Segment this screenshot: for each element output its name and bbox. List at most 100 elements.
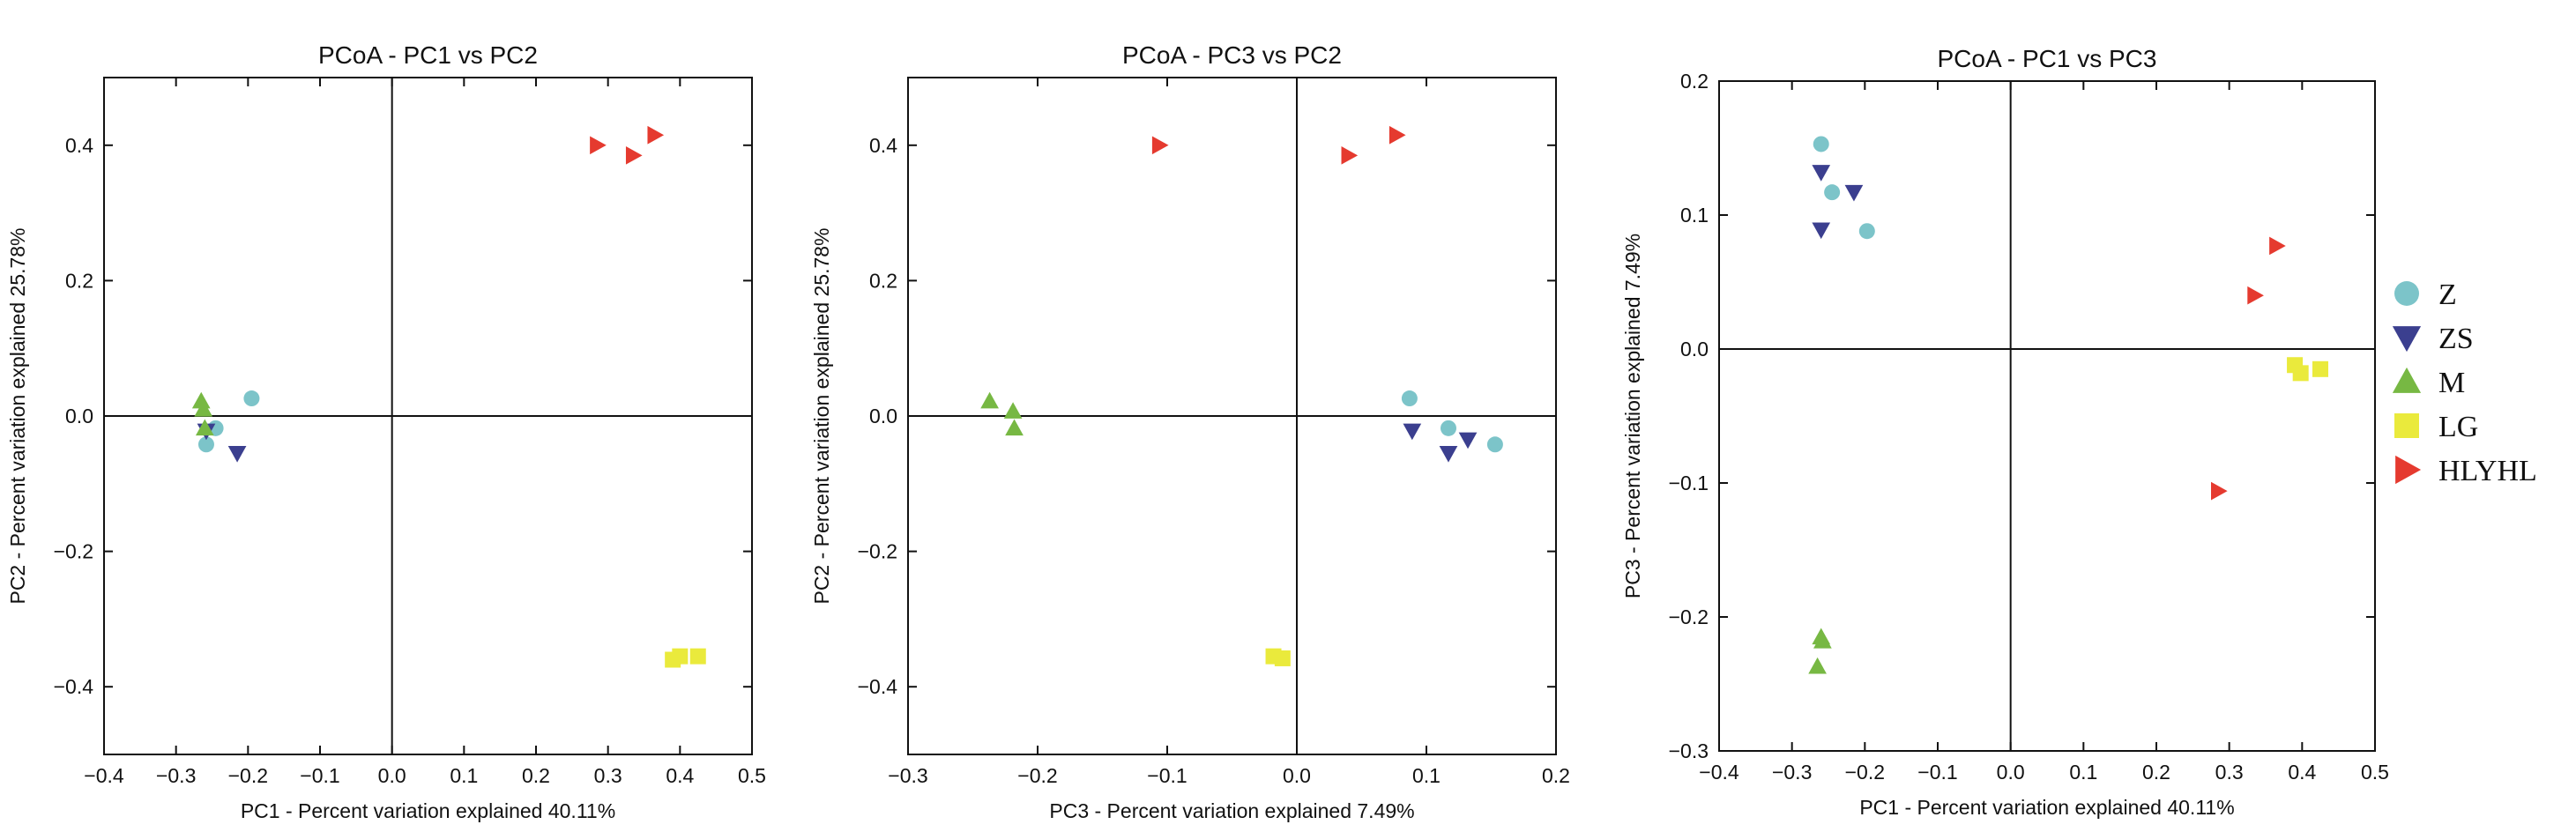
point-hlyhl [590, 136, 607, 155]
x-tick-label: −0.1 [300, 764, 339, 787]
y-tick-label: −0.4 [54, 675, 94, 698]
y-tick-label: 0.4 [65, 134, 93, 157]
point-hlyhl [1151, 136, 1169, 155]
y-axis-label: PC2 - Percent variation explained 25.78% [810, 227, 833, 604]
point-hlyhl [1341, 145, 1359, 165]
y-tick-label: −0.3 [1669, 739, 1709, 762]
point-z [243, 390, 260, 407]
series-m [1808, 628, 1832, 674]
y-tick-label: −0.2 [1669, 605, 1709, 628]
point-zs [1812, 222, 1831, 240]
y-tick-label: 0.4 [869, 134, 897, 157]
x-tick-label: 0.2 [1542, 764, 1570, 787]
point-m [1005, 419, 1024, 436]
point-z [1813, 136, 1829, 152]
x-tick-label: −0.3 [888, 764, 927, 787]
legend-marker-triangle-right [2395, 455, 2422, 485]
y-axis-label: PC3 - Percent variation explained 7.49% [1621, 234, 1644, 598]
point-zs [1812, 165, 1831, 182]
x-tick-label: 0.5 [738, 764, 766, 787]
y-tick-label: 0.1 [1680, 204, 1709, 227]
series-hlyhl [590, 125, 665, 165]
legend-label: LG [2438, 411, 2479, 443]
series-z [1813, 136, 1875, 240]
series-lg [2287, 357, 2328, 382]
point-m [194, 399, 213, 417]
x-tick-label: −0.2 [1017, 764, 1057, 787]
legend-marker-triangle-up [2392, 367, 2422, 393]
legend-symbol-z [2394, 281, 2419, 306]
y-tick-label: −0.1 [1669, 472, 1709, 494]
legend-item-hlyhl: HLYHL [2389, 449, 2565, 494]
plots-group: −0.4 −0.3 −0.2 −0.1 0.0 0.1 0.2 0.3 0.4 0.5−0.4−0… [6, 41, 2389, 822]
point-m [1813, 632, 1832, 649]
legend-label: M [2438, 367, 2466, 399]
y-tick-label: 0.2 [65, 269, 93, 292]
plot-frame [1718, 80, 2376, 752]
legend-symbol-hlyhl [2395, 455, 2422, 485]
plot-title: PCoA - PC3 vs PC2 [1122, 41, 1342, 69]
series-z [197, 390, 260, 453]
point-zs [227, 445, 247, 463]
series-zs [1812, 165, 1864, 240]
y-tick-label: −0.2 [54, 540, 93, 563]
plot-title: PCoA - PC1 vs PC3 [1938, 45, 2157, 72]
x-tick-label: 0.1 [2069, 761, 2097, 784]
point-hlyhl [2269, 236, 2286, 256]
point-lg [672, 648, 689, 665]
x-tick-label: 0.4 [2288, 761, 2316, 784]
x-tick-label: 0.0 [1997, 761, 2025, 784]
point-hlyhl [1389, 125, 1406, 145]
y-tick-label: −0.2 [858, 540, 897, 563]
x-tick-label: 0.4 [666, 764, 694, 787]
legend-label: Z [2438, 279, 2457, 311]
x-tick-label: 0.2 [522, 764, 550, 787]
plot-title: PCoA - PC1 vs PC2 [318, 41, 538, 69]
point-z [1858, 223, 1875, 240]
y-tick-label: 0.0 [1680, 338, 1709, 360]
point-hlyhl [625, 145, 643, 165]
x-tick-label: 0.0 [378, 764, 406, 787]
legend-marker-circle [2394, 281, 2419, 306]
legend-item-zs: ZS [2389, 317, 2565, 361]
plot-pc3-vs-pc2: −0.3 −0.2 −0.1 0.0 0.1 0.2 −0.4 −0.2 0.0 0.2 0.4 PC… [810, 41, 1570, 822]
plot-pc1-vs-pc2: −0.4 −0.3 −0.2 −0.1 0.0 0.1 0.2 0.3 0.4 0.5 −0.4 −0… [6, 41, 766, 822]
legend-symbol-zs [2392, 326, 2422, 353]
point-zs [1439, 445, 1458, 463]
series-m [191, 391, 214, 436]
point-m [1808, 657, 1827, 674]
point-lg [2312, 360, 2328, 377]
point-zs [1403, 423, 1422, 441]
x-tick-label: 0.5 [2361, 761, 2389, 784]
point-hlyhl [647, 125, 665, 145]
legend-item-z: Z [2389, 273, 2565, 317]
legend-symbol-lg [2394, 413, 2419, 438]
x-axis-label: PC1 - Percent variation explained 40.11% [241, 799, 615, 822]
legend-symbol-m [2392, 367, 2422, 393]
x-tick-label: 0.2 [2142, 761, 2170, 784]
x-tick-label: −0.3 [1772, 761, 1812, 784]
point-zs [1458, 432, 1478, 449]
point-m [1003, 402, 1023, 419]
x-tick-label: −0.4 [1699, 761, 1739, 784]
x-axis-label: PC3 - Percent variation explained 7.49% [1049, 799, 1414, 822]
y-tick-label: 0.2 [1680, 70, 1709, 93]
x-tick-label: −0.3 [156, 764, 196, 787]
point-lg [1274, 650, 1291, 666]
y-axis-label: PC2 - Percent variation explained 25.78% [6, 227, 29, 604]
point-zs [1844, 184, 1864, 202]
x-tick-label: −0.2 [1845, 761, 1885, 784]
y-tick-label: 0.0 [869, 405, 897, 427]
legend-item-lg: LG [2389, 405, 2565, 449]
y-tick-label: 0.0 [65, 405, 93, 427]
point-z [1486, 436, 1503, 453]
legend-label: ZS [2438, 323, 2474, 355]
point-z [1401, 390, 1418, 407]
point-m [191, 391, 211, 409]
series-z [1401, 390, 1503, 453]
point-z [197, 436, 214, 453]
point-lg [689, 648, 706, 665]
legend-label: HLYHL [2438, 455, 2537, 487]
legend-marker-triangle-down [2392, 326, 2422, 353]
